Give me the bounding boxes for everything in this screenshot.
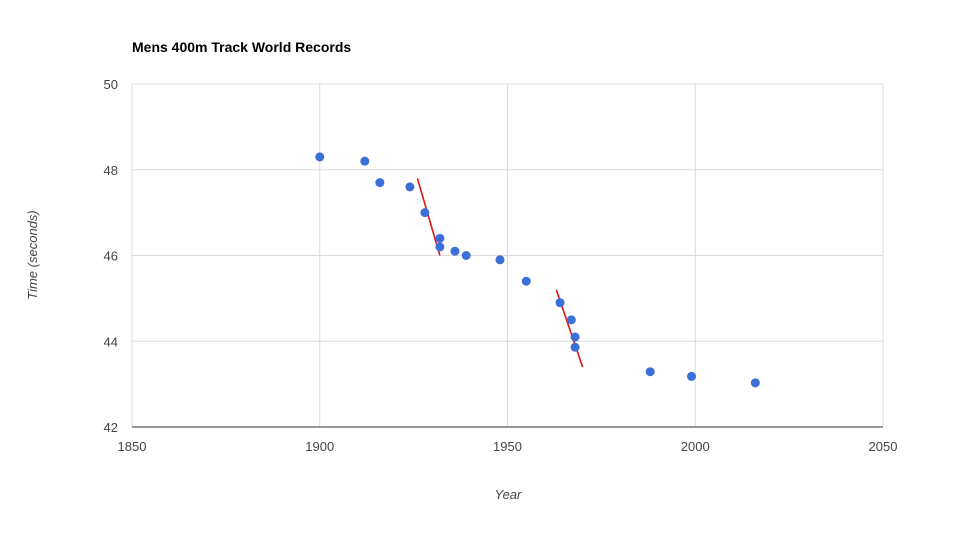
y-tick-label: 42 bbox=[104, 420, 118, 435]
y-tick-label: 50 bbox=[104, 77, 118, 92]
data-point bbox=[570, 342, 580, 352]
x-tick-label: 2050 bbox=[869, 439, 898, 454]
data-point bbox=[566, 315, 576, 325]
data-point bbox=[750, 378, 760, 388]
data-point bbox=[686, 371, 696, 381]
trend-lines bbox=[416, 178, 584, 368]
trend-line bbox=[416, 178, 441, 256]
y-tick-label: 48 bbox=[104, 163, 118, 178]
data-point bbox=[360, 156, 370, 166]
chart-title: Mens 400m Track World Records bbox=[132, 39, 351, 55]
x-tick-label: 2000 bbox=[681, 439, 710, 454]
x-axis-ticks: 1850 1900 1950 2000 2050 bbox=[118, 439, 898, 454]
data-point bbox=[450, 246, 460, 256]
x-tick-label: 1950 bbox=[493, 439, 522, 454]
data-point bbox=[375, 178, 385, 188]
y-tick-label: 46 bbox=[104, 249, 118, 264]
data-point bbox=[315, 152, 325, 162]
x-tick-label: 1850 bbox=[118, 439, 147, 454]
data-point bbox=[435, 233, 445, 243]
grid bbox=[131, 83, 884, 428]
data-point bbox=[645, 367, 655, 377]
data-point bbox=[521, 276, 531, 286]
y-axis-label: Time (seconds) bbox=[25, 210, 40, 299]
data-point bbox=[555, 298, 565, 308]
data-points bbox=[315, 152, 760, 388]
x-tick-label: 1900 bbox=[305, 439, 334, 454]
y-tick-label: 44 bbox=[104, 334, 118, 349]
data-point bbox=[420, 208, 430, 218]
data-point bbox=[435, 242, 445, 252]
data-point bbox=[461, 251, 471, 260]
y-axis-ticks: 42 44 46 48 50 bbox=[104, 77, 118, 435]
data-point bbox=[405, 182, 415, 192]
data-point bbox=[570, 332, 580, 342]
data-point bbox=[495, 255, 505, 265]
x-axis-label: Year bbox=[495, 487, 522, 502]
